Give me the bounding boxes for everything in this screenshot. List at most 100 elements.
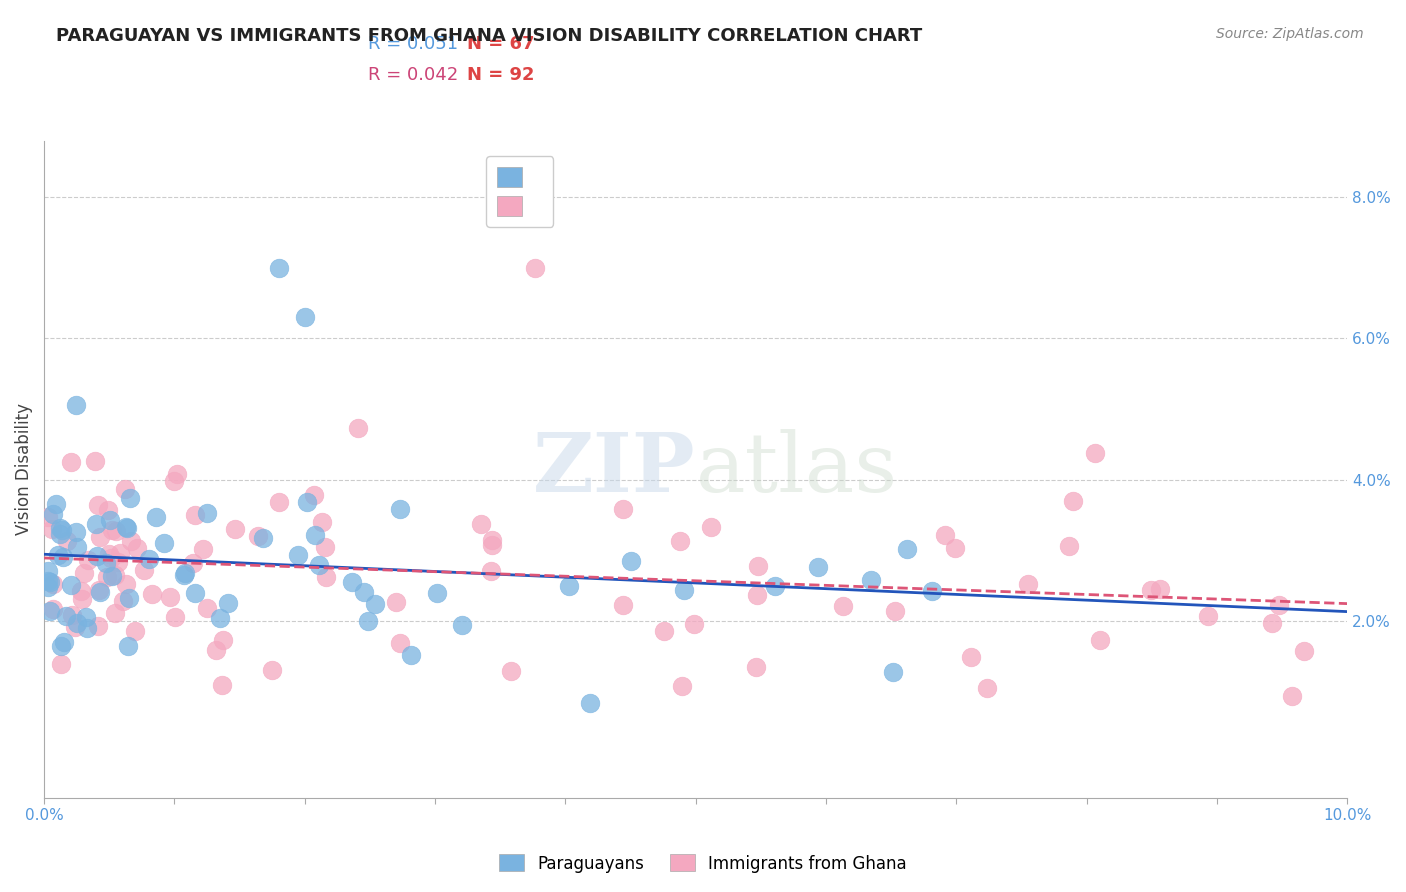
Point bbox=[1017, 577, 1039, 591]
Point bbox=[51, 524, 73, 538]
Point bbox=[104, 568, 127, 582]
Point bbox=[173, 567, 195, 582]
Point bbox=[104, 606, 127, 620]
Text: R = 0.051: R = 0.051 bbox=[368, 35, 458, 53]
Point bbox=[295, 495, 318, 509]
Point bbox=[120, 533, 142, 548]
Point bbox=[1057, 539, 1080, 553]
Point bbox=[470, 516, 492, 531]
Point bbox=[208, 611, 231, 625]
Point bbox=[353, 585, 375, 599]
Point bbox=[211, 678, 233, 692]
Point bbox=[212, 633, 235, 648]
Point bbox=[37, 580, 59, 594]
Point bbox=[56, 533, 79, 548]
Point bbox=[107, 555, 129, 569]
Point bbox=[304, 528, 326, 542]
Point bbox=[1084, 446, 1107, 460]
Point bbox=[42, 577, 65, 591]
Point bbox=[356, 614, 378, 628]
Point bbox=[97, 503, 120, 517]
Point bbox=[311, 515, 333, 529]
Point bbox=[364, 598, 387, 612]
Point bbox=[65, 525, 87, 540]
Point bbox=[1268, 598, 1291, 612]
Point bbox=[883, 604, 905, 618]
Point bbox=[86, 498, 108, 512]
Point bbox=[960, 649, 983, 664]
Point bbox=[96, 556, 118, 570]
Point bbox=[620, 554, 643, 568]
Point bbox=[1140, 582, 1163, 597]
Point bbox=[246, 529, 269, 543]
Point bbox=[224, 522, 246, 536]
Point bbox=[1261, 616, 1284, 631]
Point bbox=[115, 520, 138, 534]
Point bbox=[308, 558, 330, 573]
Text: ZIP: ZIP bbox=[533, 429, 696, 509]
Point bbox=[166, 467, 188, 482]
Point bbox=[668, 534, 690, 549]
Point bbox=[174, 566, 197, 580]
Point bbox=[671, 679, 693, 693]
Point bbox=[287, 548, 309, 562]
Point bbox=[110, 546, 132, 560]
Point bbox=[46, 548, 69, 562]
Point bbox=[1062, 494, 1084, 508]
Point bbox=[163, 474, 186, 488]
Point bbox=[69, 583, 91, 598]
Point bbox=[302, 488, 325, 502]
Text: N = 92: N = 92 bbox=[467, 66, 534, 84]
Point bbox=[63, 620, 86, 634]
Point bbox=[89, 530, 111, 544]
Point bbox=[860, 573, 883, 587]
Point bbox=[934, 527, 956, 541]
Text: Source: ZipAtlas.com: Source: ZipAtlas.com bbox=[1216, 27, 1364, 41]
Point bbox=[557, 579, 579, 593]
Point bbox=[976, 681, 998, 696]
Point bbox=[96, 569, 118, 583]
Point bbox=[48, 527, 70, 541]
Point bbox=[114, 577, 136, 591]
Point bbox=[84, 453, 107, 467]
Point bbox=[42, 602, 65, 616]
Point bbox=[127, 541, 149, 555]
Point bbox=[98, 547, 121, 561]
Point bbox=[921, 584, 943, 599]
Point bbox=[45, 497, 67, 511]
Point bbox=[65, 398, 87, 412]
Point bbox=[105, 524, 128, 539]
Point bbox=[37, 509, 59, 524]
Point bbox=[347, 421, 370, 435]
Point bbox=[384, 595, 406, 609]
Point bbox=[163, 610, 186, 624]
Point bbox=[101, 523, 124, 537]
Legend: Paraguayans, Immigrants from Ghana: Paraguayans, Immigrants from Ghana bbox=[492, 847, 914, 880]
Point bbox=[59, 455, 82, 469]
Point bbox=[132, 563, 155, 577]
Point bbox=[70, 592, 93, 607]
Point bbox=[76, 621, 98, 635]
Point bbox=[389, 501, 412, 516]
Point bbox=[399, 648, 422, 662]
Point bbox=[100, 551, 122, 566]
Point bbox=[426, 586, 449, 600]
Point bbox=[120, 491, 142, 505]
Point bbox=[86, 549, 108, 564]
Point bbox=[159, 590, 181, 604]
Point bbox=[124, 624, 146, 638]
Text: N = 67: N = 67 bbox=[467, 35, 534, 53]
Point bbox=[53, 635, 76, 649]
Point bbox=[314, 540, 336, 554]
Point bbox=[84, 516, 107, 531]
Point bbox=[42, 508, 65, 522]
Point bbox=[39, 604, 62, 618]
Point bbox=[747, 559, 769, 574]
Point bbox=[73, 566, 96, 580]
Point bbox=[315, 569, 337, 583]
Point bbox=[763, 579, 786, 593]
Point bbox=[55, 609, 77, 624]
Point bbox=[195, 507, 218, 521]
Point bbox=[672, 582, 695, 597]
Point bbox=[49, 657, 72, 671]
